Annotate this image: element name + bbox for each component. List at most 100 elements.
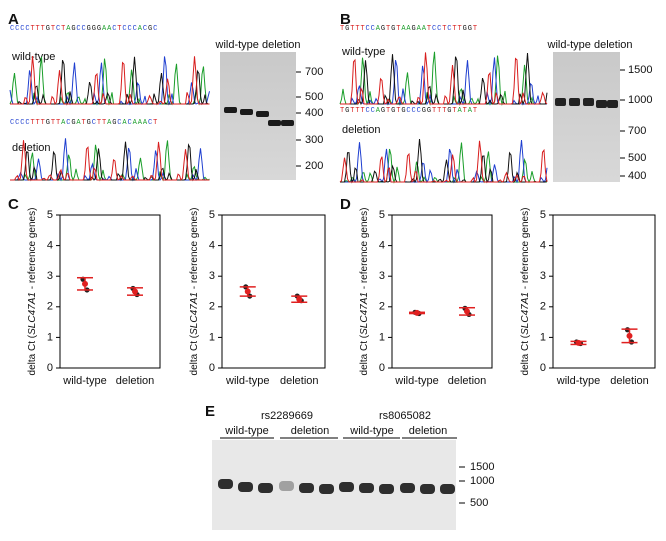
label: 3 <box>209 270 215 282</box>
y-axis-label-part: - reference genes) <box>359 208 370 293</box>
gel-band <box>440 484 455 494</box>
mean-sd <box>77 276 93 291</box>
gel-band <box>281 120 294 126</box>
chromatogram-trace <box>10 56 210 106</box>
label: wild-type <box>225 375 269 387</box>
label: wild-type deletion <box>215 39 301 51</box>
y-axis-label: delta Ct (SLC47A1 - reference genes) <box>27 208 38 376</box>
y-axis-label: delta Ct (SLC47A1 - reference genes) <box>520 208 531 376</box>
plot-frame <box>552 214 656 369</box>
y-axis-label-part: delta Ct ( <box>359 334 370 375</box>
gel-band <box>359 483 374 493</box>
label: 500 <box>470 497 488 509</box>
gel-band <box>238 482 253 492</box>
gel-band <box>420 484 435 494</box>
label: 0 <box>209 362 215 374</box>
label: deletion <box>610 375 649 387</box>
y-axis-label-part: delta Ct ( <box>520 334 531 375</box>
label: 1 <box>379 331 385 343</box>
sequence: TGTTTCCAGTGTGCCCGGTTTGTATAT <box>340 107 478 115</box>
label: 4 <box>379 240 385 252</box>
label: 1500 <box>628 64 652 76</box>
label: wild-type <box>62 375 106 387</box>
mean-dot <box>82 280 88 287</box>
y-axis-label: delta Ct (SLC47A1 - reference genes) <box>359 208 370 376</box>
label: deletion <box>291 425 330 437</box>
mean-sd <box>127 287 143 296</box>
gel-band <box>569 98 580 106</box>
label: D <box>340 196 351 213</box>
label: 300 <box>305 134 323 146</box>
label: 4 <box>209 240 215 252</box>
sequence: CCCCTTTGTTACGATGCTTAGCACAAACT <box>10 119 158 127</box>
label: B <box>340 11 351 28</box>
y-axis-label-part: - reference genes) <box>520 208 531 293</box>
label: 1000 <box>470 475 494 487</box>
label: E <box>205 403 215 420</box>
label: A <box>8 11 19 28</box>
chromatogram-trace <box>9 56 210 106</box>
label: deletion <box>116 375 155 387</box>
label: 0 <box>47 362 53 374</box>
chromatogram-trace <box>10 55 210 106</box>
label: wild-type <box>341 46 385 58</box>
mean-dot <box>626 332 633 339</box>
label: 500 <box>305 91 323 103</box>
label: 1 <box>209 331 215 343</box>
y-axis-label-part: - reference genes) <box>27 208 38 293</box>
mean-dot <box>296 296 303 303</box>
label: wild-type deletion <box>547 39 633 51</box>
label: deletion <box>409 425 448 437</box>
mean-sd <box>291 295 308 303</box>
mean-dot <box>464 308 470 315</box>
gel-band <box>218 479 233 489</box>
y-axis-label-part: - reference genes) <box>189 208 200 293</box>
chromatogram-trace <box>9 56 210 106</box>
y-axis-label-part: SLC47A1 <box>520 292 531 335</box>
label: deletion <box>342 124 381 136</box>
label: wild-type <box>556 375 600 387</box>
label: 1 <box>47 331 53 343</box>
label: wild-type <box>11 51 55 63</box>
gel-band <box>256 111 269 117</box>
mean-sd <box>239 286 256 297</box>
label: 200 <box>305 160 323 172</box>
gel-band <box>279 481 294 491</box>
gel-band <box>268 120 281 126</box>
label: 3 <box>379 270 385 282</box>
plot-frame <box>391 214 493 369</box>
label: deletion <box>12 142 51 154</box>
mean-sd <box>621 328 638 344</box>
label: rs8065082 <box>379 410 431 422</box>
y-axis-label-part: SLC47A1 <box>27 292 38 335</box>
gel-band <box>224 107 237 113</box>
label: 2 <box>540 301 546 313</box>
y-axis-label: delta Ct (SLC47A1 - reference genes) <box>189 208 200 376</box>
plot-frame <box>221 214 326 369</box>
label: 2 <box>47 301 53 313</box>
label: 3 <box>540 270 546 282</box>
label: 2 <box>379 301 385 313</box>
chromatogram-trace <box>10 140 210 182</box>
sequence: TGTTTCCAGTGTAAGAATCCTCTTGGT <box>340 25 478 33</box>
label: 400 <box>628 170 646 182</box>
label: 700 <box>628 125 646 137</box>
mean-sd <box>459 306 475 316</box>
label: 0 <box>379 362 385 374</box>
gel-band <box>400 483 415 493</box>
label: wild-type <box>349 425 393 437</box>
chromatogram-trace <box>340 52 548 106</box>
mean-dot <box>575 339 582 346</box>
label: 4 <box>540 240 546 252</box>
label: 5 <box>209 209 215 221</box>
label: C <box>8 196 19 213</box>
y-axis-label-part: delta Ct ( <box>189 334 200 375</box>
label: 1500 <box>470 461 494 473</box>
label: 5 <box>47 209 53 221</box>
label: 1 <box>540 331 546 343</box>
label: wild-type <box>394 375 438 387</box>
gel-band <box>319 484 334 494</box>
label: 400 <box>305 107 323 119</box>
